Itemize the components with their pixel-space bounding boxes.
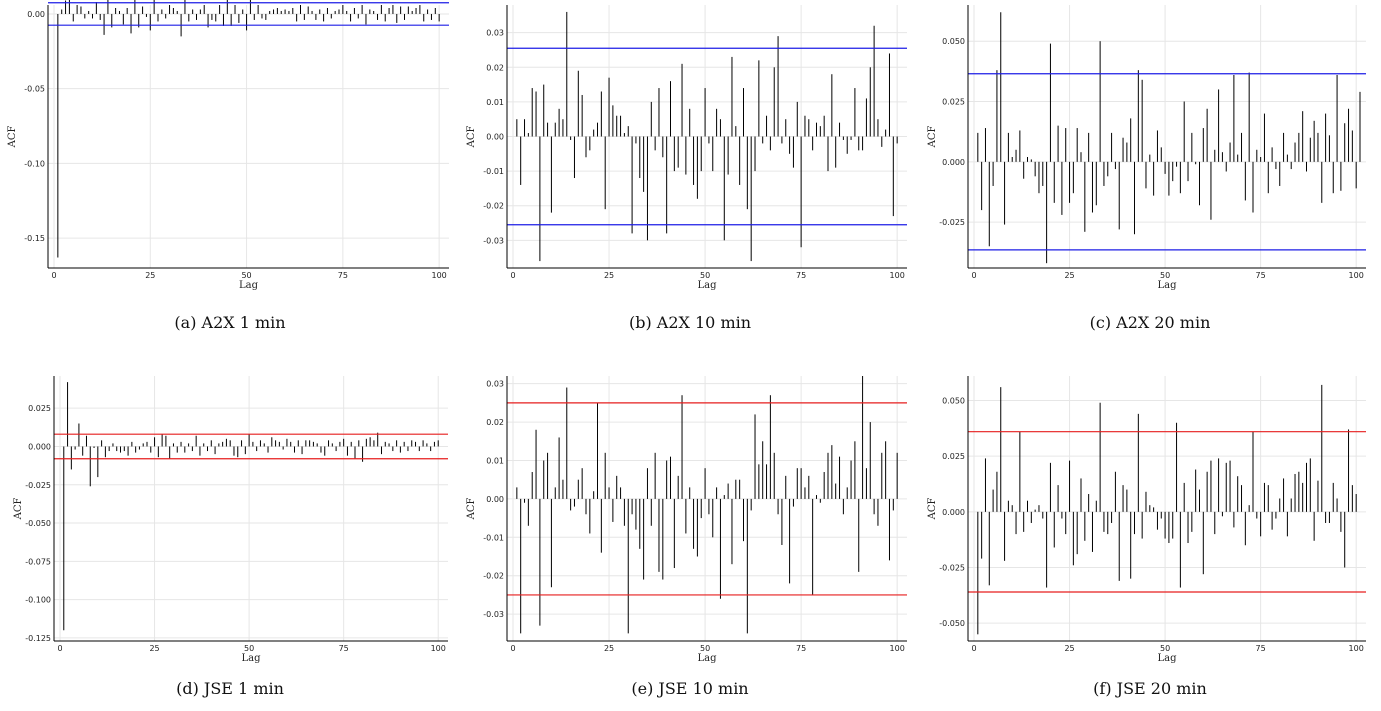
y-tick-label: -0.03 bbox=[483, 610, 504, 619]
y-tick-label: 0.02 bbox=[486, 418, 504, 427]
acf-panel-a2x-20min: 0 25 50 75 100 0.050 0.025 0.000 -0.025 Lag ACF (c… bbox=[920, 0, 1380, 355]
x-axis-label: Lag bbox=[697, 280, 717, 291]
acf-chart-jse-10min: 0 25 50 75 100 0.03 0.02 0.01 0.00 -0.01 -0.02 -0.0… bbox=[466, 376, 907, 664]
x-tick-label: 0 bbox=[51, 271, 56, 280]
x-tick-label: 25 bbox=[1064, 644, 1074, 653]
y-tick-label: 0.050 bbox=[942, 396, 965, 405]
acf-panel-jse-10min: 0 25 50 75 100 0.03 0.02 0.01 0.00 -0.01 -0.02 -0.0… bbox=[460, 356, 920, 711]
x-tick-label: 0 bbox=[971, 644, 976, 653]
y-tick-label: -0.02 bbox=[483, 202, 504, 211]
y-axis-label: ACF bbox=[466, 498, 477, 521]
y-tick-label: -0.050 bbox=[939, 619, 965, 628]
acf-chart-jse-1min: 0 25 50 75 100 0.025 0.000 -0.025 -0.050 -0.075 -0… bbox=[13, 376, 448, 664]
y-tick-label: -0.01 bbox=[483, 533, 504, 542]
x-axis-label: Lag bbox=[239, 280, 259, 291]
x-tick-label: 75 bbox=[1256, 271, 1266, 280]
caption-jse-20min: (f) JSE 20 min bbox=[1093, 679, 1207, 698]
y-axis-label: ACF bbox=[466, 126, 477, 149]
x-tick-label: 50 bbox=[700, 271, 710, 280]
x-tick-label: 100 bbox=[431, 644, 446, 653]
x-tick-label: 50 bbox=[241, 271, 251, 280]
acf-chart-jse-20min: 0 25 50 75 100 0.050 0.025 0.000 -0.025 -0.050 Lag… bbox=[927, 376, 1366, 664]
y-tick-label: 0.03 bbox=[486, 29, 504, 38]
acf-chart-a2x-20min: 0 25 50 75 100 0.050 0.025 0.000 -0.025 Lag ACF bbox=[927, 5, 1366, 291]
acf-panel-jse-20min: 0 25 50 75 100 0.050 0.025 0.000 -0.025 -0.050 Lag… bbox=[920, 356, 1380, 711]
caption-a2x-10min: (b) A2X 10 min bbox=[628, 313, 752, 332]
x-axis-label: Lag bbox=[1157, 280, 1177, 291]
y-tick-label: -0.075 bbox=[25, 557, 51, 566]
caption-a2x-20min: (c) A2X 20 min bbox=[1089, 313, 1211, 332]
y-axis-label: ACF bbox=[927, 126, 938, 149]
caption-jse-10min: (e) JSE 10 min bbox=[631, 679, 749, 698]
caption-jse-1min: (d) JSE 1 min bbox=[176, 679, 284, 698]
y-tick-label: 0.03 bbox=[486, 380, 504, 389]
y-tick-label: -0.050 bbox=[25, 519, 51, 528]
y-tick-label: 0.050 bbox=[942, 37, 965, 46]
x-axis-label: Lag bbox=[241, 653, 261, 664]
y-tick-label: -0.03 bbox=[483, 236, 504, 245]
y-tick-label: -0.100 bbox=[25, 596, 51, 605]
x-axis-label: Lag bbox=[1157, 653, 1177, 664]
y-tick-label: 0.025 bbox=[28, 404, 51, 413]
acf-panel-a2x-10min: 0 25 50 75 100 0.03 0.02 0.01 0.00 -0.01 -0.02 -0.0… bbox=[460, 0, 920, 355]
x-tick-label: 0 bbox=[971, 271, 976, 280]
y-tick-label: -0.01 bbox=[483, 167, 504, 176]
caption-a2x-1min: (a) A2X 1 min bbox=[174, 313, 286, 332]
y-tick-label: 0.02 bbox=[486, 63, 504, 72]
x-tick-label: 100 bbox=[890, 644, 905, 653]
y-tick-label: 0.00 bbox=[486, 133, 504, 142]
y-tick-label: 0.000 bbox=[942, 158, 965, 167]
y-tick-label: -0.025 bbox=[939, 218, 965, 227]
x-tick-label: 25 bbox=[145, 271, 155, 280]
acf-panel-a2x-1min: 0 25 50 75 100 0.00 -0.05 -0.10 -0.15 Lag ACF (a) … bbox=[0, 0, 460, 355]
x-tick-label: 75 bbox=[796, 644, 806, 653]
x-tick-label: 0 bbox=[510, 271, 515, 280]
x-tick-label: 75 bbox=[1256, 644, 1266, 653]
x-axis-label: Lag bbox=[697, 653, 717, 664]
y-tick-label: 0.00 bbox=[486, 495, 504, 504]
x-tick-label: 100 bbox=[1349, 271, 1364, 280]
x-tick-label: 50 bbox=[700, 644, 710, 653]
y-tick-label: -0.025 bbox=[25, 481, 51, 490]
acf-chart-a2x-1min: 0 25 50 75 100 0.00 -0.05 -0.10 -0.15 Lag ACF bbox=[7, 0, 449, 291]
y-tick-label: -0.05 bbox=[24, 85, 45, 94]
y-tick-label: -0.10 bbox=[24, 159, 45, 168]
x-tick-label: 75 bbox=[796, 271, 806, 280]
x-tick-label: 75 bbox=[338, 271, 348, 280]
x-tick-label: 50 bbox=[1160, 644, 1170, 653]
x-tick-label: 100 bbox=[432, 271, 447, 280]
x-tick-label: 25 bbox=[1064, 271, 1074, 280]
x-tick-label: 0 bbox=[57, 644, 62, 653]
y-axis-label: ACF bbox=[927, 498, 938, 521]
acf-chart-a2x-10min: 0 25 50 75 100 0.03 0.02 0.01 0.00 -0.01 -0.02 -0.0… bbox=[466, 5, 907, 291]
y-axis-label: ACF bbox=[7, 126, 18, 149]
y-tick-label: 0.000 bbox=[28, 442, 51, 451]
x-tick-label: 100 bbox=[890, 271, 905, 280]
y-tick-label: 0.01 bbox=[486, 456, 504, 465]
y-tick-label: -0.125 bbox=[25, 634, 51, 643]
y-tick-label: -0.15 bbox=[24, 234, 45, 243]
x-tick-label: 50 bbox=[1160, 271, 1170, 280]
x-tick-label: 25 bbox=[604, 271, 614, 280]
x-tick-label: 25 bbox=[149, 644, 159, 653]
y-tick-label: 0.000 bbox=[942, 508, 965, 517]
x-tick-label: 100 bbox=[1349, 644, 1364, 653]
x-tick-label: 50 bbox=[244, 644, 254, 653]
y-tick-label: 0.01 bbox=[486, 98, 504, 107]
x-tick-label: 75 bbox=[339, 644, 349, 653]
x-tick-label: 25 bbox=[604, 644, 614, 653]
x-tick-label: 0 bbox=[510, 644, 515, 653]
y-tick-label: 0.025 bbox=[942, 98, 965, 107]
acf-panel-jse-1min: 0 25 50 75 100 0.025 0.000 -0.025 -0.050 -0.075 -0… bbox=[0, 356, 460, 711]
y-tick-label: -0.02 bbox=[483, 572, 504, 581]
y-tick-label: 0.025 bbox=[942, 452, 965, 461]
y-tick-label: 0.00 bbox=[27, 10, 45, 19]
y-axis-label: ACF bbox=[13, 498, 24, 521]
y-tick-label: -0.025 bbox=[939, 564, 965, 573]
